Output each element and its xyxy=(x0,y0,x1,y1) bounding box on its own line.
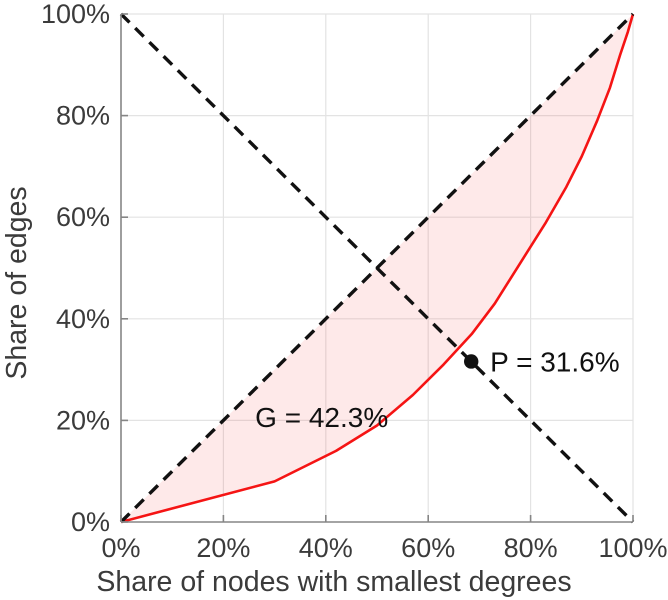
y-tick-label: 40% xyxy=(56,304,110,334)
y-tick-label: 20% xyxy=(56,405,110,435)
balance-point-marker xyxy=(464,354,479,369)
gini-annotation: G = 42.3% xyxy=(255,402,388,433)
gridlines xyxy=(121,13,634,522)
p-annotation: P = 31.6% xyxy=(490,346,619,377)
y-axis-title: Share of edges xyxy=(1,186,33,379)
anti-diagonal-line xyxy=(119,12,635,524)
y-tick-label: 80% xyxy=(56,101,110,131)
lorenz-curve-line xyxy=(120,13,635,524)
x-tick-label: 20% xyxy=(196,533,250,563)
y-tick-label: 0% xyxy=(71,507,110,537)
tick-labels: 0%0% 20% 20% 40% 40% 60% 60% 80% 80% 100% 100% xyxy=(41,0,668,563)
x-axis-title: Share of nodes with smallest degrees xyxy=(96,566,571,598)
x-tick-label: 40% xyxy=(299,533,353,563)
series-lines xyxy=(119,12,635,524)
x-tick-label: 80% xyxy=(504,533,558,563)
x-tick-label: 60% xyxy=(401,533,455,563)
y-tick-label: 60% xyxy=(56,202,110,232)
y-tick-label: 100% xyxy=(41,0,110,29)
x-tick-label: 100% xyxy=(598,533,667,563)
axes-and-ticks xyxy=(120,13,634,523)
x-tick-label: 0% xyxy=(101,533,140,563)
